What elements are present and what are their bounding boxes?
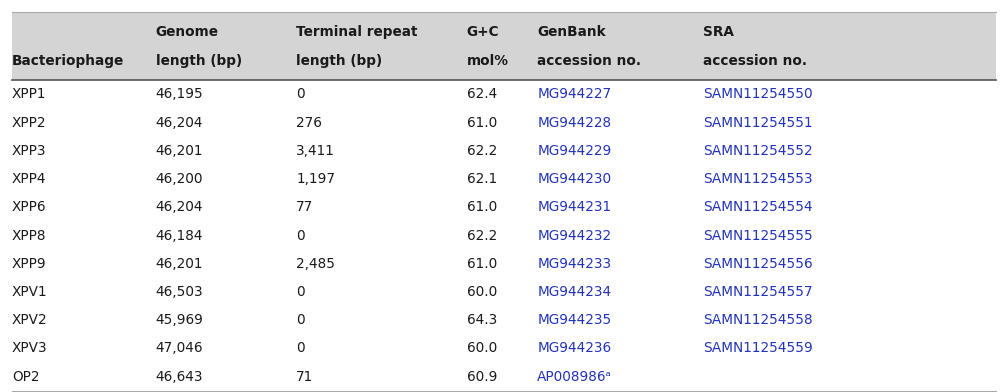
Text: 47,046: 47,046: [155, 341, 203, 356]
Text: XPP3: XPP3: [12, 144, 46, 158]
Text: XPP4: XPP4: [12, 172, 46, 186]
Text: MG944230: MG944230: [537, 172, 611, 186]
Text: SAMN11254554: SAMN11254554: [702, 200, 811, 214]
Text: 1,197: 1,197: [296, 172, 335, 186]
Text: SAMN11254558: SAMN11254558: [702, 313, 811, 327]
Text: MG944236: MG944236: [537, 341, 611, 356]
Text: length (bp): length (bp): [296, 54, 382, 68]
Text: 0: 0: [296, 313, 305, 327]
Text: SAMN11254555: SAMN11254555: [702, 229, 811, 243]
Text: 46,503: 46,503: [155, 285, 203, 299]
Text: 46,201: 46,201: [155, 144, 203, 158]
Text: MG944235: MG944235: [537, 313, 611, 327]
Text: 60.0: 60.0: [466, 285, 496, 299]
Text: 62.2: 62.2: [466, 229, 496, 243]
Text: 60.9: 60.9: [466, 370, 496, 384]
Text: XPV3: XPV3: [12, 341, 47, 356]
Text: AP008986ᵃ: AP008986ᵃ: [537, 370, 612, 384]
Text: 77: 77: [296, 200, 313, 214]
Text: XPP6: XPP6: [12, 200, 46, 214]
Text: 60.0: 60.0: [466, 341, 496, 356]
Text: Terminal repeat: Terminal repeat: [296, 25, 417, 39]
Text: 61.0: 61.0: [466, 257, 496, 271]
Text: 0: 0: [296, 341, 305, 356]
Text: XPP1: XPP1: [12, 87, 46, 102]
Text: SAMN11254556: SAMN11254556: [702, 257, 811, 271]
Text: 46,200: 46,200: [155, 172, 203, 186]
Text: 61.0: 61.0: [466, 200, 496, 214]
Bar: [12, 12, 995, 80]
Text: 46,201: 46,201: [155, 257, 203, 271]
Text: 0: 0: [296, 285, 305, 299]
Text: 0: 0: [296, 87, 305, 102]
Text: 64.3: 64.3: [466, 313, 496, 327]
Text: MG944227: MG944227: [537, 87, 611, 102]
Text: 61.0: 61.0: [466, 116, 496, 130]
Text: XPP9: XPP9: [12, 257, 46, 271]
Text: MG944228: MG944228: [537, 116, 611, 130]
Text: 46,204: 46,204: [155, 200, 203, 214]
Text: GenBank: GenBank: [537, 25, 605, 39]
Text: 46,643: 46,643: [155, 370, 203, 384]
Text: 62.2: 62.2: [466, 144, 496, 158]
Text: 46,184: 46,184: [155, 229, 203, 243]
Text: G+C: G+C: [466, 25, 498, 39]
Text: 46,195: 46,195: [155, 87, 204, 102]
Text: SAMN11254553: SAMN11254553: [702, 172, 811, 186]
Text: SAMN11254557: SAMN11254557: [702, 285, 811, 299]
Text: 46,204: 46,204: [155, 116, 203, 130]
Text: XPV2: XPV2: [12, 313, 47, 327]
Text: SRA: SRA: [702, 25, 733, 39]
Text: Bacteriophage: Bacteriophage: [12, 54, 124, 68]
Text: SAMN11254552: SAMN11254552: [702, 144, 811, 158]
Text: XPP8: XPP8: [12, 229, 46, 243]
Text: 62.1: 62.1: [466, 172, 496, 186]
Text: mol%: mol%: [466, 54, 509, 68]
Text: 45,969: 45,969: [155, 313, 204, 327]
Text: 3,411: 3,411: [296, 144, 335, 158]
Text: 276: 276: [296, 116, 322, 130]
Text: accession no.: accession no.: [702, 54, 806, 68]
Text: Genome: Genome: [155, 25, 219, 39]
Text: XPP2: XPP2: [12, 116, 46, 130]
Text: MG944229: MG944229: [537, 144, 611, 158]
Text: XPV1: XPV1: [12, 285, 47, 299]
Text: SAMN11254559: SAMN11254559: [702, 341, 811, 356]
Text: MG944232: MG944232: [537, 229, 611, 243]
Text: MG944231: MG944231: [537, 200, 611, 214]
Text: OP2: OP2: [12, 370, 39, 384]
Text: MG944233: MG944233: [537, 257, 611, 271]
Text: 2,485: 2,485: [296, 257, 335, 271]
Text: MG944234: MG944234: [537, 285, 611, 299]
Text: SAMN11254550: SAMN11254550: [702, 87, 811, 102]
Text: 71: 71: [296, 370, 313, 384]
Text: SAMN11254551: SAMN11254551: [702, 116, 811, 130]
Text: 0: 0: [296, 229, 305, 243]
Text: length (bp): length (bp): [155, 54, 242, 68]
Text: accession no.: accession no.: [537, 54, 641, 68]
Text: 62.4: 62.4: [466, 87, 496, 102]
